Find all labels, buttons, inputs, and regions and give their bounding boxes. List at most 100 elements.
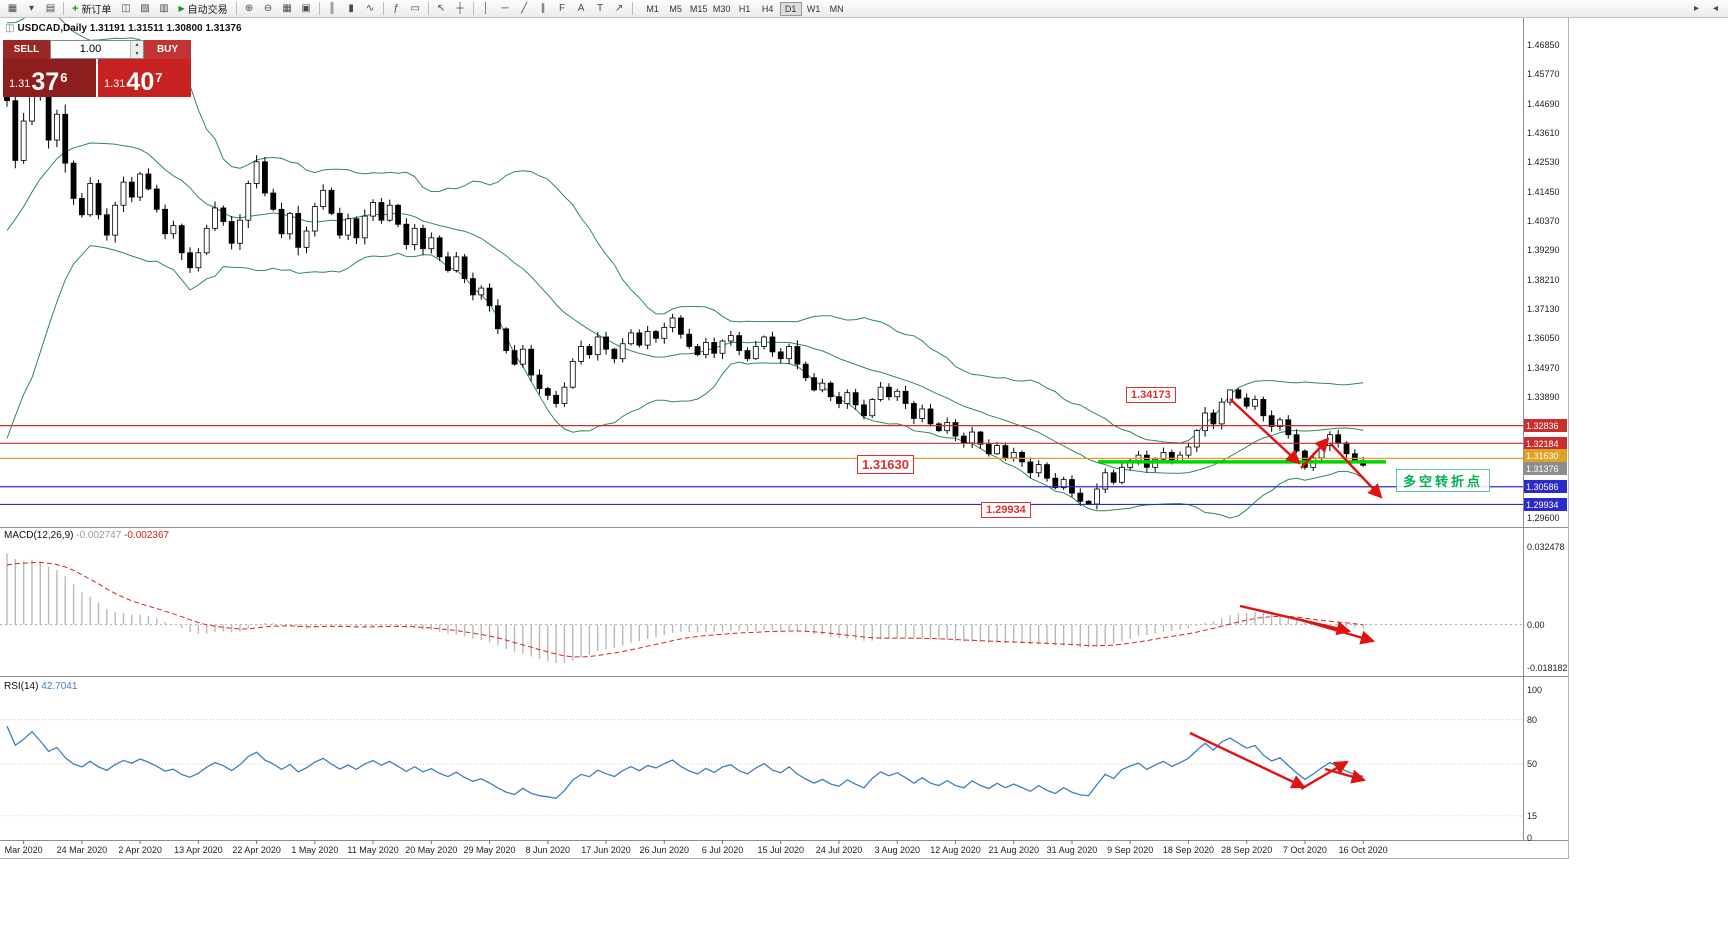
navigator-icon[interactable]: ▧ — [140, 3, 150, 14]
trendline-icon[interactable]: ╱ — [521, 3, 528, 14]
price-tag-1.30586: 1.30586 — [1524, 480, 1567, 494]
timeframe-mn-button[interactable]: MN — [829, 3, 844, 14]
candlestick-mode-icon[interactable]: ▮ — [348, 3, 354, 14]
vertical-line-icon[interactable]: │ — [482, 3, 490, 14]
x-axis-date-label: 26 Jun 2020 — [639, 845, 690, 855]
indicators-icon[interactable]: ƒ — [393, 3, 399, 14]
macd-label: MACD(12,26,9) -0.002747 -0.002367 — [4, 530, 169, 541]
macd-signal-value: -0.002367 — [124, 530, 170, 541]
crosshair-icon[interactable]: ┼ — [456, 3, 464, 14]
x-axis-date-label: 31 Aug 2020 — [1046, 845, 1098, 855]
sell-price-button[interactable]: 1.31 37 6 — [3, 59, 96, 97]
y-axis-price-label: 1.29600 — [1527, 512, 1560, 523]
volume-value[interactable]: 1.00 — [79, 43, 102, 55]
price-tag-1.29934: 1.29934 — [1524, 497, 1567, 511]
timeframe-m5-button[interactable]: M5 — [669, 3, 682, 14]
channel-icon[interactable]: ∥ — [540, 3, 546, 14]
rsi-axis-label: 100 — [1527, 685, 1543, 695]
x-axis-date-label: 9 Sep 2020 — [1107, 845, 1154, 855]
toolbar-right-group: ▸ ◂ — [1687, 1, 1725, 16]
timeframe-m30-button[interactable]: M30 — [712, 3, 731, 14]
new-order-label: 新订单 — [81, 5, 112, 16]
arrange-windows-icon[interactable]: ▣ — [301, 3, 311, 14]
toolbar-separator — [63, 2, 64, 15]
toolbar-separator — [382, 2, 384, 15]
rsi-axis-label: 15 — [1527, 810, 1538, 821]
price-annotation-low: 1.29934 — [981, 502, 1031, 518]
terminal-icon[interactable]: ▥ — [159, 3, 169, 14]
timeframe-h1-button[interactable]: H1 — [738, 3, 751, 14]
fibonacci-icon[interactable]: F — [559, 3, 566, 14]
volume-down-button[interactable]: ▾ — [131, 49, 143, 58]
x-axis-date-label: 24 Jul 2020 — [815, 845, 863, 855]
price-annotation-level: 1.31630 — [857, 455, 914, 474]
turning-point-note: 多空转折点 — [1396, 469, 1491, 492]
autotrading-label: 自动交易 — [187, 5, 228, 16]
volume-up-button[interactable]: ▴ — [131, 41, 143, 50]
macd-name: MACD(12,26,9) — [4, 530, 74, 541]
zoom-in-icon[interactable]: ⊕ — [244, 3, 254, 14]
x-axis-date-label: 20 May 2020 — [405, 845, 458, 855]
timeframe-m1-button[interactable]: M1 — [646, 3, 659, 14]
x-axis-date-label: Mar 2020 — [4, 845, 43, 855]
bar-chart-mode-icon[interactable]: ║ — [328, 3, 336, 14]
y-axis-price-label: 1.39290 — [1527, 245, 1560, 256]
objects-list-icon[interactable]: ▭ — [410, 3, 420, 14]
price-tag-1.32836: 1.32836 — [1524, 419, 1567, 433]
x-axis-date-label: 21 Aug 2020 — [988, 845, 1039, 855]
market-watch-icon[interactable]: ◫ — [121, 3, 131, 14]
sell-button-small[interactable]: SELL — [3, 40, 50, 59]
x-axis-date-label: 8 Jun 2020 — [525, 845, 571, 855]
chart-title: ◫ USDCAD,Daily 1.31191 1.31511 1.30800 1.… — [5, 23, 242, 34]
y-axis-price-label: 1.34970 — [1527, 362, 1560, 373]
y-axis-price-label: 1.40370 — [1527, 215, 1560, 226]
volume-field[interactable]: 1.00 ▴ ▾ — [50, 40, 144, 59]
toolbar-separator — [235, 2, 237, 15]
autotrading-button[interactable]: ▶ 自动交易 — [173, 1, 232, 16]
price-tag-1.31630: 1.31630 — [1524, 448, 1567, 462]
x-axis-date-label: 16 Oct 2020 — [1338, 845, 1388, 855]
x-axis-date-label: 11 May 2020 — [347, 845, 399, 855]
line-chart-mode-icon[interactable]: ∿ — [365, 3, 375, 14]
cursor-icon[interactable]: ↖ — [436, 3, 446, 14]
label-icon[interactable]: T — [597, 3, 604, 14]
y-axis-price-label: 1.43610 — [1527, 127, 1560, 138]
buy-price-button[interactable]: 1.31 40 7 — [98, 59, 191, 97]
trade-panel-price-row: 1.31 37 6 1.31 40 7 — [3, 59, 191, 97]
buy-button-small[interactable]: BUY — [144, 40, 191, 59]
profiles-icon[interactable]: ▤ — [45, 3, 56, 14]
volume-spinner: ▴ ▾ — [130, 41, 143, 58]
rsi-value: 42.7041 — [41, 681, 78, 692]
chart-shift-icon[interactable]: ▸ — [1693, 3, 1700, 14]
text-icon[interactable]: A — [577, 3, 585, 14]
buy-price-pips: 40 — [126, 68, 155, 96]
y-axis-price-label: 1.38210 — [1527, 274, 1560, 285]
x-axis-date-label: 1 May 2020 — [291, 845, 339, 855]
price-tag-1.31376: 1.31376 — [1524, 461, 1567, 475]
charts-icon[interactable]: ▦ — [7, 3, 18, 14]
x-axis-date-label: 15 Jul 2020 — [757, 845, 805, 855]
tile-windows-icon[interactable]: ▦ — [282, 3, 292, 14]
new-order-button[interactable]: + 新订单 — [67, 1, 116, 17]
timeframe-h4-button[interactable]: H4 — [761, 3, 774, 14]
toolbar: ▦ ▾ ▤ + 新订单 ◫ ▧ ▥ ▶ 自动交易 ⊕ ⊖ ▦ ▣ ║ ▮ ∿ ƒ ▭ ↖ ┼ │ ─ ╱ ∥ F A T ↗ M1 M5 M1… — [0, 0, 1728, 18]
macd-axis-label: -0.018182 — [1527, 663, 1568, 673]
toolbar-separator — [472, 2, 474, 15]
arrows-tool-icon[interactable]: ↗ — [614, 3, 624, 14]
horizontal-line-icon[interactable]: ─ — [501, 3, 509, 14]
chart-title-text: USDCAD,Daily 1.31191 1.31511 1.30800 1.3… — [17, 23, 242, 34]
rsi-axis-label: 50 — [1527, 759, 1538, 769]
chart-dropdown-icon[interactable]: ▾ — [28, 3, 35, 14]
timeframe-w1-button[interactable]: W1 — [806, 3, 821, 14]
play-icon: ▶ — [178, 4, 185, 13]
chart-window[interactable] — [0, 18, 1569, 859]
sell-price-pips: 37 — [31, 68, 60, 96]
auto-scroll-icon[interactable]: ◂ — [1712, 3, 1719, 14]
rsi-label: RSI(14) 42.7041 — [4, 681, 77, 692]
macd-axis-label: 0.032478 — [1527, 542, 1565, 553]
rsi-axis-label: 80 — [1527, 714, 1538, 725]
zoom-out-icon[interactable]: ⊖ — [263, 3, 273, 14]
timeframe-d1-button[interactable]: D1 — [779, 1, 802, 16]
y-axis-price-label: 1.44690 — [1527, 98, 1560, 109]
timeframe-m15-button[interactable]: M15 — [689, 3, 708, 14]
